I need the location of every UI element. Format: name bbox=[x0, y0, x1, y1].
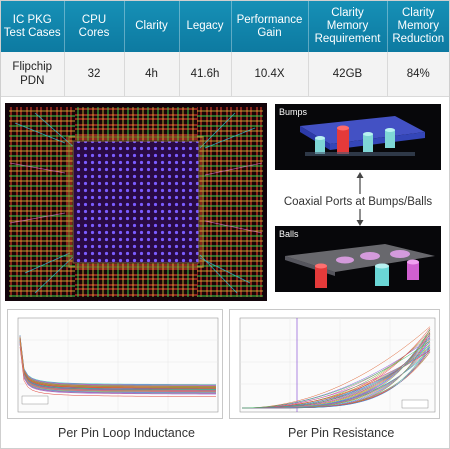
inductance-curve bbox=[19, 338, 216, 389]
loop-inductance-caption: Per Pin Loop Inductance bbox=[58, 426, 195, 440]
header-clarity: Clarity bbox=[124, 1, 180, 52]
inductance-curve bbox=[19, 341, 216, 392]
inductance-curve bbox=[19, 338, 216, 389]
loop-inductance-plot bbox=[7, 309, 223, 419]
inductance-curve bbox=[19, 337, 216, 388]
inductance-curve bbox=[19, 342, 216, 393]
bumps-label: Bumps bbox=[279, 107, 308, 117]
results-table: IC PKG Test Cases CPU Cores Clarity Lega… bbox=[1, 1, 449, 97]
inductance-curve bbox=[19, 340, 216, 391]
header-memory-requirement: Clarity Memory Requirement bbox=[308, 1, 388, 52]
inductance-curve bbox=[19, 334, 216, 385]
resistance-plot bbox=[229, 309, 440, 419]
package-layout-graphic bbox=[5, 103, 267, 301]
balls-label: Balls bbox=[279, 229, 299, 239]
inductance-curve bbox=[19, 344, 216, 394]
inductance-curve bbox=[19, 335, 216, 386]
bumps-image: Bumps bbox=[275, 104, 441, 170]
resistance-curve bbox=[242, 326, 431, 409]
inductance-curve bbox=[19, 343, 216, 394]
header-test-cases: IC PKG Test Cases bbox=[1, 1, 65, 52]
inductance-curve bbox=[19, 342, 216, 393]
cell-clarity: 4h bbox=[124, 52, 180, 97]
inductance-curve bbox=[19, 336, 216, 386]
resistance-graphic bbox=[230, 310, 439, 418]
balls-graphic bbox=[275, 226, 441, 292]
bumps-graphic bbox=[275, 104, 441, 170]
header-performance-gain: Performance Gain bbox=[231, 1, 309, 52]
resistance-curve bbox=[242, 340, 431, 409]
balls-image: Balls bbox=[275, 226, 441, 292]
arrow-up-icon bbox=[356, 172, 364, 194]
cell-test-case: Flipchip PDN bbox=[1, 52, 65, 97]
inductance-curve bbox=[19, 346, 216, 397]
inductance-curve bbox=[19, 341, 216, 392]
resistance-curves bbox=[242, 326, 431, 409]
inductance-curve bbox=[19, 339, 216, 390]
cell-memory-requirement: 42GB bbox=[308, 52, 388, 97]
header-legacy: Legacy bbox=[179, 1, 232, 52]
cell-performance-gain: 10.4X bbox=[231, 52, 309, 97]
cell-memory-reduction: 84% bbox=[387, 52, 449, 97]
cell-cpu-cores: 32 bbox=[64, 52, 125, 97]
loop-inductance-graphic bbox=[8, 310, 222, 418]
inductance-curve bbox=[19, 344, 216, 395]
resistance-curve bbox=[242, 346, 431, 409]
package-layout-image bbox=[5, 103, 267, 301]
inductance-curve bbox=[19, 340, 216, 390]
inductance-curve bbox=[19, 336, 216, 387]
arrow-down-icon bbox=[356, 209, 364, 226]
table-row: Flipchip PDN 32 4h 41.6h 10.4X 42GB 84% bbox=[1, 52, 449, 97]
inductance-curves bbox=[19, 334, 216, 397]
coaxial-ports-caption: Coaxial Ports at Bumps/Balls bbox=[283, 196, 433, 208]
inductance-curve bbox=[19, 337, 216, 388]
resistance-caption: Per Pin Resistance bbox=[288, 426, 395, 440]
cell-legacy: 41.6h bbox=[179, 52, 232, 97]
header-cpu-cores: CPU Cores bbox=[64, 1, 125, 52]
table-header-row: IC PKG Test Cases CPU Cores Clarity Lega… bbox=[1, 1, 449, 52]
header-memory-reduction: Clarity Memory Reduction bbox=[387, 1, 449, 52]
